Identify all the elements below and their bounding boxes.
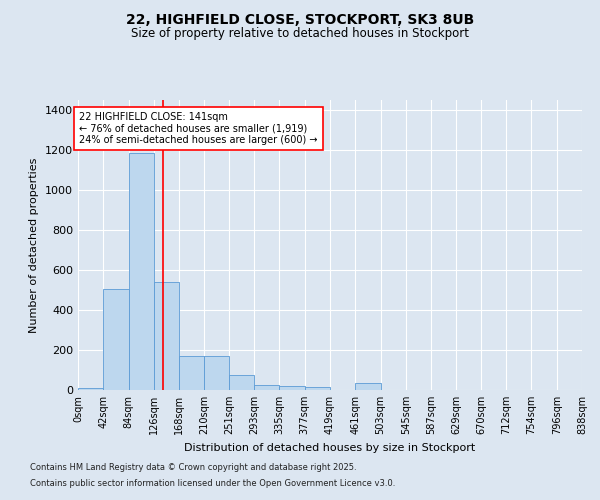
- Bar: [280, 386, 305, 390]
- Text: 22 HIGHFIELD CLOSE: 141sqm
← 76% of detached houses are smaller (1,919)
24% of s: 22 HIGHFIELD CLOSE: 141sqm ← 76% of deta…: [79, 112, 318, 145]
- Bar: [355, 383, 380, 390]
- Bar: [229, 375, 254, 390]
- Text: Size of property relative to detached houses in Stockport: Size of property relative to detached ho…: [131, 28, 469, 40]
- Bar: [154, 282, 179, 390]
- Bar: [103, 289, 128, 390]
- Bar: [179, 356, 205, 390]
- Bar: [254, 385, 280, 390]
- Y-axis label: Number of detached properties: Number of detached properties: [29, 158, 40, 332]
- Bar: [205, 356, 229, 390]
- Bar: [305, 387, 330, 390]
- Bar: [78, 388, 103, 390]
- X-axis label: Distribution of detached houses by size in Stockport: Distribution of detached houses by size …: [184, 442, 476, 452]
- Text: Contains public sector information licensed under the Open Government Licence v3: Contains public sector information licen…: [30, 478, 395, 488]
- Bar: [128, 153, 154, 390]
- Text: 22, HIGHFIELD CLOSE, STOCKPORT, SK3 8UB: 22, HIGHFIELD CLOSE, STOCKPORT, SK3 8UB: [126, 12, 474, 26]
- Text: Contains HM Land Registry data © Crown copyright and database right 2025.: Contains HM Land Registry data © Crown c…: [30, 464, 356, 472]
